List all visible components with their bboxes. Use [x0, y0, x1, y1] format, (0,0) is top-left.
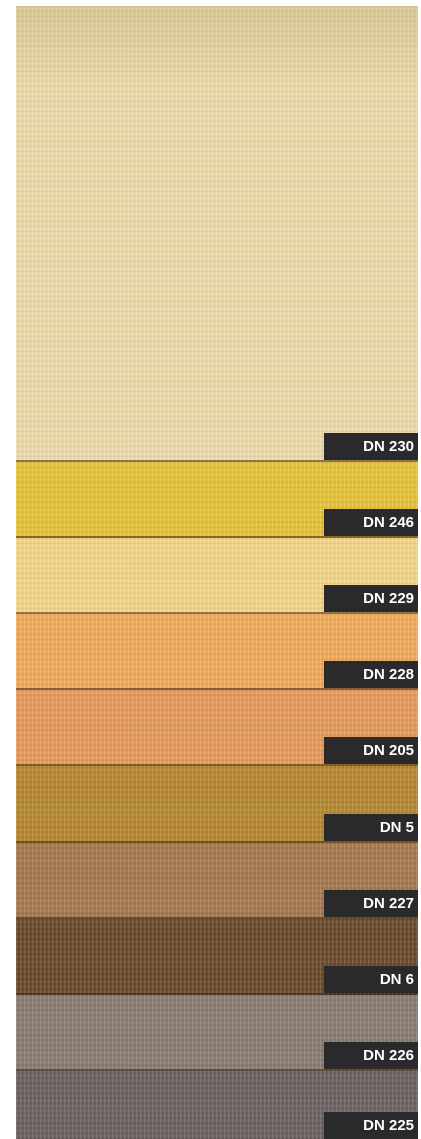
swatch-divider: [16, 612, 418, 614]
swatch-code-label: DN 5: [324, 814, 418, 841]
swatch-divider: [16, 536, 418, 538]
swatch-divider: [16, 688, 418, 690]
swatch-divider: [16, 993, 418, 995]
swatch-divider: [16, 764, 418, 766]
swatch-divider: [16, 841, 418, 843]
swatch-dn-5: DN 5: [16, 766, 418, 843]
swatch-shading: [16, 6, 418, 86]
swatch-code-label: DN 205: [324, 737, 418, 764]
swatch-dn-6: DN 6: [16, 919, 418, 995]
swatch-code-label: DN 227: [324, 890, 418, 917]
swatch-dn-225: DN 225: [16, 1071, 418, 1139]
swatch-code-label: DN 225: [324, 1112, 418, 1139]
swatch-code-label: DN 246: [324, 509, 418, 536]
swatch-code-label: DN 230: [324, 433, 418, 460]
swatch-code-label: DN 6: [324, 966, 418, 993]
swatch-divider: [16, 1069, 418, 1071]
color-swatch-chart: DN 230 DN 246 DN 229 DN 228 DN 205 DN 5 …: [16, 6, 418, 1139]
swatch-dn-228: DN 228: [16, 614, 418, 690]
swatch-code-label: DN 229: [324, 585, 418, 612]
swatch-dn-226: DN 226: [16, 995, 418, 1071]
swatch-dn-229: DN 229: [16, 538, 418, 614]
swatch-dn-227: DN 227: [16, 843, 418, 919]
swatch-divider: [16, 917, 418, 919]
swatch-dn-230: DN 230: [16, 6, 418, 462]
swatch-dn-246: DN 246: [16, 462, 418, 538]
swatch-code-label: DN 226: [324, 1042, 418, 1069]
swatch-dn-205: DN 205: [16, 690, 418, 766]
swatch-divider: [16, 460, 418, 462]
swatch-code-label: DN 228: [324, 661, 418, 688]
